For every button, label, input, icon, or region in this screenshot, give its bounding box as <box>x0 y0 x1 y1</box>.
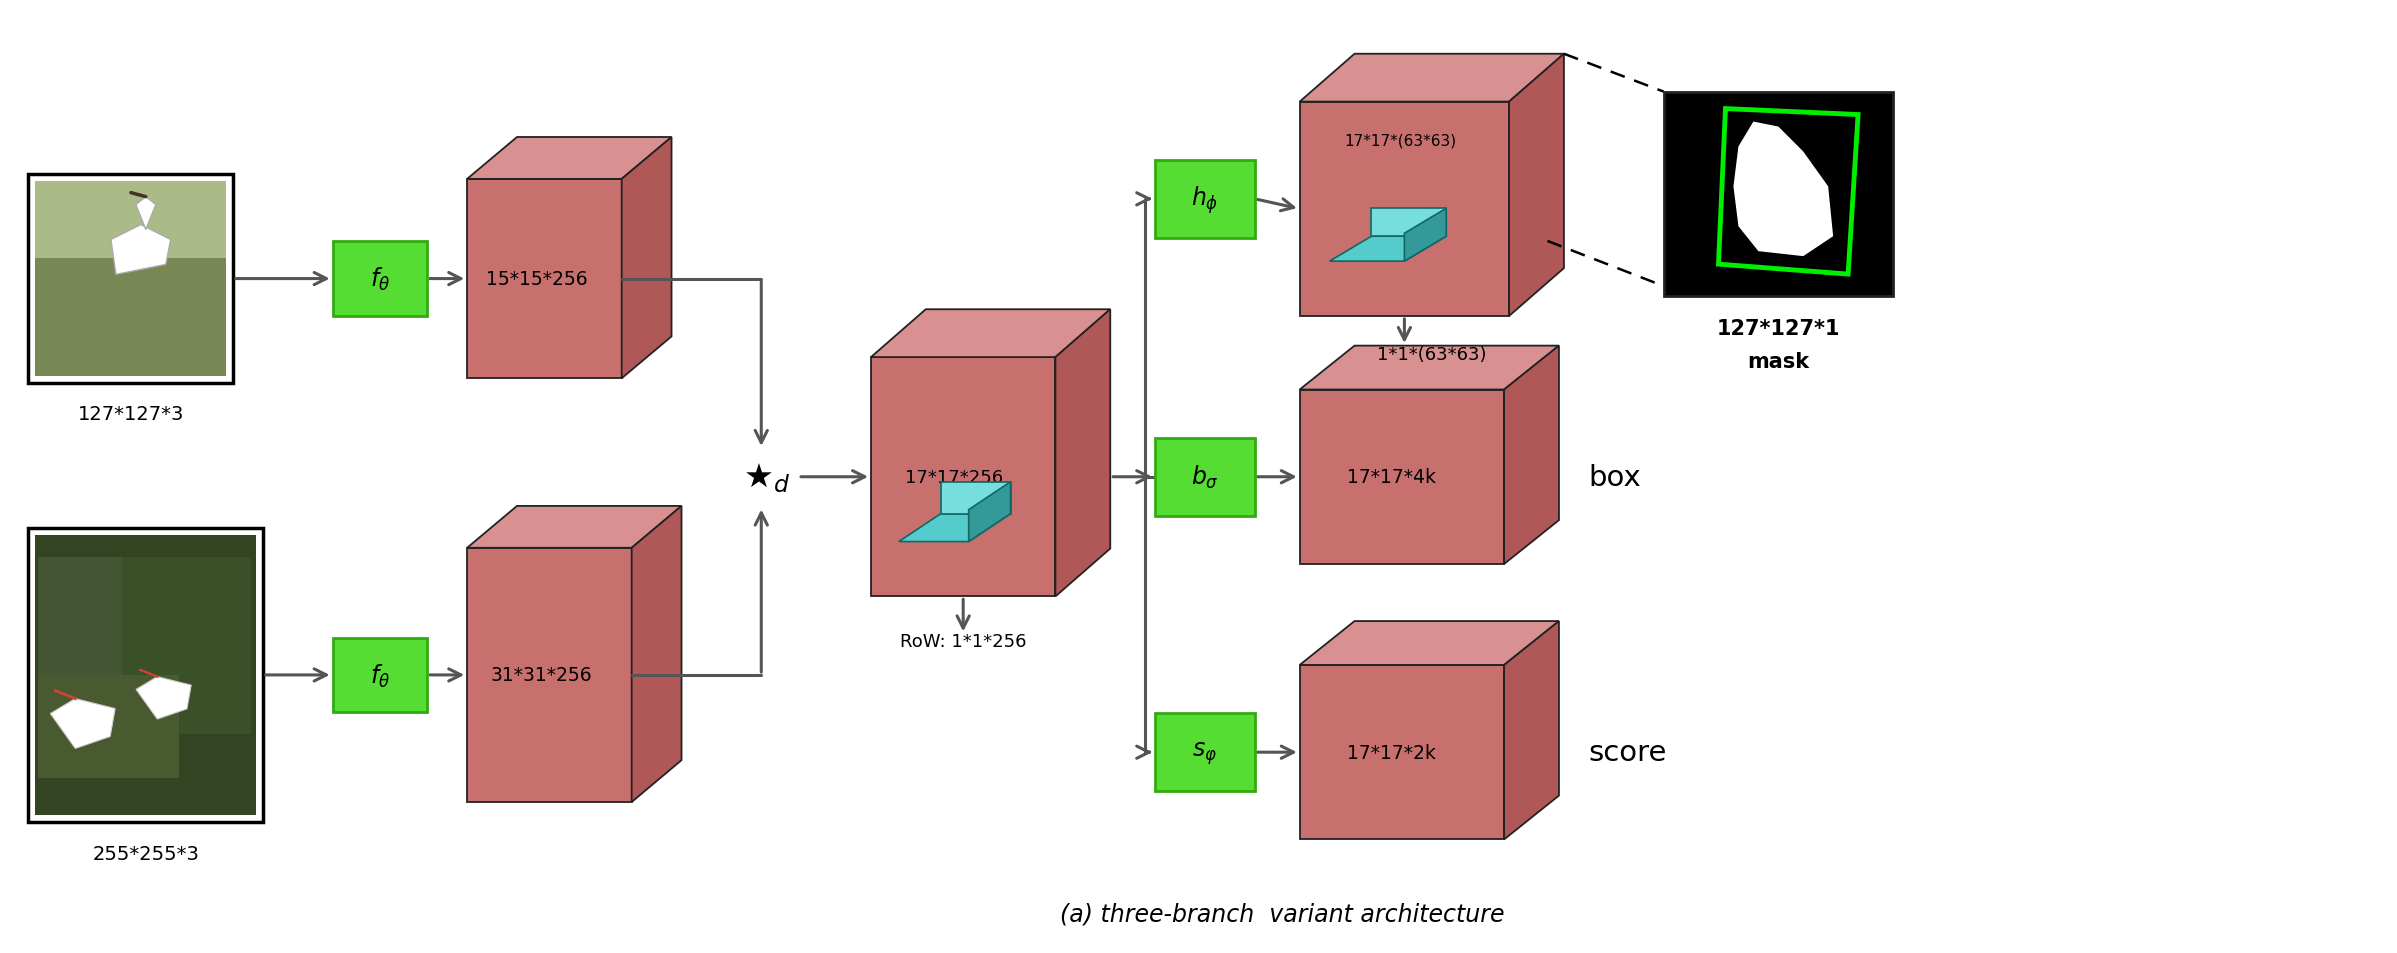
Text: 1*1*(63*63): 1*1*(63*63) <box>1376 346 1486 363</box>
Text: 255*255*3: 255*255*3 <box>91 844 199 863</box>
Text: 17*17*4k: 17*17*4k <box>1347 468 1436 487</box>
Text: $s_\varphi$: $s_\varphi$ <box>1191 740 1218 766</box>
Text: box: box <box>1589 463 1642 491</box>
Text: 127*127*1: 127*127*1 <box>1716 318 1841 338</box>
Polygon shape <box>1155 714 1256 791</box>
Polygon shape <box>940 482 1012 514</box>
Polygon shape <box>899 514 1012 542</box>
Polygon shape <box>467 548 633 802</box>
Polygon shape <box>1299 390 1503 564</box>
Text: $f_\theta$: $f_\theta$ <box>369 661 391 689</box>
Text: $h_\phi$: $h_\phi$ <box>1191 184 1218 215</box>
Polygon shape <box>633 506 681 802</box>
Polygon shape <box>29 174 233 384</box>
Text: 17*17*256: 17*17*256 <box>906 468 1002 486</box>
Polygon shape <box>137 677 192 720</box>
Polygon shape <box>36 536 256 815</box>
Polygon shape <box>333 638 427 713</box>
Polygon shape <box>1155 161 1256 238</box>
Text: 17*17*(63*63): 17*17*(63*63) <box>1345 133 1457 149</box>
Text: (a) three-branch  variant architecture: (a) three-branch variant architecture <box>1059 902 1505 925</box>
Polygon shape <box>1299 54 1563 103</box>
Polygon shape <box>870 310 1110 357</box>
Text: $\bigstar_d$: $\bigstar_d$ <box>743 460 791 494</box>
Text: 17*17*2k: 17*17*2k <box>1347 743 1436 761</box>
Polygon shape <box>29 528 264 822</box>
Polygon shape <box>1664 92 1894 296</box>
Polygon shape <box>38 676 180 778</box>
Text: mask: mask <box>1747 352 1810 372</box>
Polygon shape <box>1405 209 1445 262</box>
Polygon shape <box>467 506 681 548</box>
Text: $b_\sigma$: $b_\sigma$ <box>1191 464 1220 491</box>
Polygon shape <box>1503 621 1558 840</box>
Text: score: score <box>1589 739 1668 766</box>
Text: $f_\theta$: $f_\theta$ <box>369 266 391 293</box>
Polygon shape <box>1299 621 1558 665</box>
Polygon shape <box>1330 237 1445 262</box>
Polygon shape <box>110 225 170 275</box>
Polygon shape <box>36 182 225 290</box>
Polygon shape <box>870 357 1055 597</box>
Polygon shape <box>122 558 252 734</box>
Polygon shape <box>1299 103 1510 316</box>
Polygon shape <box>1155 438 1256 517</box>
Polygon shape <box>38 558 156 676</box>
Polygon shape <box>1055 310 1110 597</box>
Polygon shape <box>1299 346 1558 390</box>
Polygon shape <box>1299 665 1503 840</box>
Polygon shape <box>50 699 115 749</box>
Polygon shape <box>467 138 671 180</box>
Text: 15*15*256: 15*15*256 <box>487 270 587 289</box>
Polygon shape <box>1371 209 1445 237</box>
Polygon shape <box>1510 54 1563 316</box>
Polygon shape <box>1503 346 1558 564</box>
Text: 31*31*256: 31*31*256 <box>491 666 592 684</box>
Polygon shape <box>467 180 621 379</box>
Polygon shape <box>137 197 156 231</box>
Text: 127*127*3: 127*127*3 <box>77 404 185 423</box>
Polygon shape <box>1733 122 1834 257</box>
Polygon shape <box>333 242 427 316</box>
Text: RoW: 1*1*256: RoW: 1*1*256 <box>899 633 1026 651</box>
Polygon shape <box>621 138 671 379</box>
Polygon shape <box>968 482 1012 542</box>
Polygon shape <box>36 258 225 376</box>
